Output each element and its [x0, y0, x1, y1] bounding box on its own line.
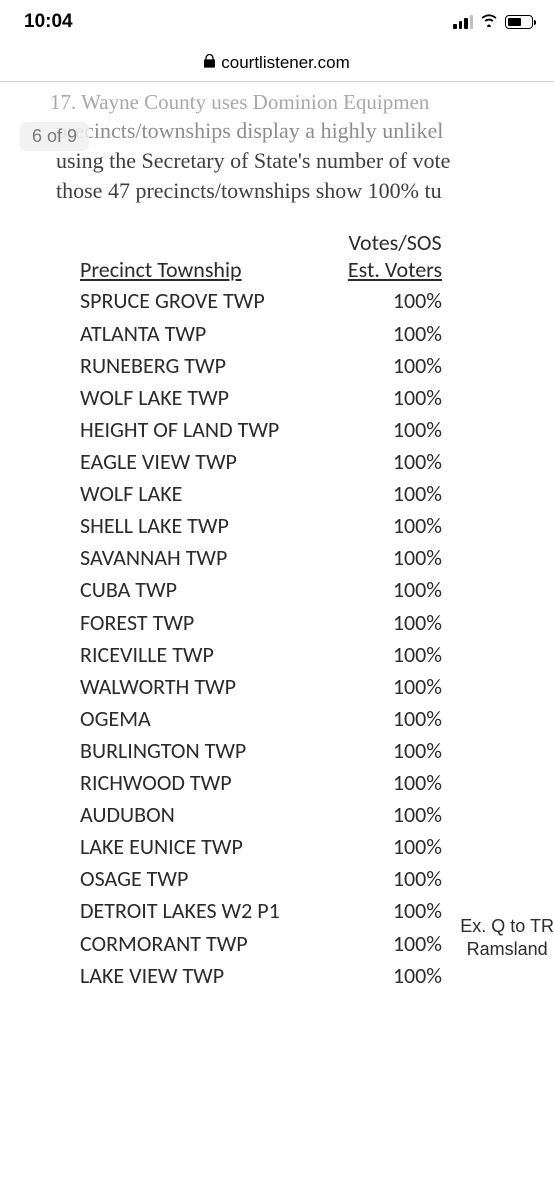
table-row: CUBA TWP100%: [80, 574, 534, 606]
precinct-pct: 100%: [340, 446, 450, 478]
document-footer: Ex. Q to TR Ramsland: [460, 915, 554, 962]
document-content[interactable]: 6 of 9 17. Wayne County uses Dominion Eq…: [0, 82, 554, 992]
precinct-name: DETROIT LAKES W2 P1: [80, 895, 340, 927]
cellular-signal-icon: [453, 15, 473, 29]
browser-url-bar[interactable]: courtlistener.com: [0, 44, 554, 82]
precinct-name: WOLF LAKE TWP: [80, 382, 340, 414]
lock-icon: [204, 54, 215, 71]
precinct-name: RICEVILLE TWP: [80, 639, 340, 671]
table-header-precinct: Precinct Township: [80, 256, 340, 283]
precinct-pct: 100%: [340, 285, 450, 317]
precinct-pct: 100%: [340, 928, 450, 960]
wifi-icon: [479, 12, 499, 32]
table-row: RICEVILLE TWP100%: [80, 639, 534, 671]
url-domain: courtlistener.com: [221, 53, 350, 73]
precinct-pct: 100%: [340, 735, 450, 767]
precinct-pct: 100%: [340, 574, 450, 606]
precinct-pct: 100%: [340, 831, 450, 863]
doc-paragraph-line: those 47 precincts/townships show 100% t…: [0, 176, 554, 206]
precinct-pct: 100%: [340, 382, 450, 414]
precinct-name: CORMORANT TWP: [80, 928, 340, 960]
precinct-name: LAKE EUNICE TWP: [80, 831, 340, 863]
doc-paragraph-line: 17. Wayne County uses Dominion Equipmen: [0, 88, 554, 116]
precinct-name: OSAGE TWP: [80, 863, 340, 895]
precinct-name: RUNEBERG TWP: [80, 350, 340, 382]
precinct-name: SHELL LAKE TWP: [80, 510, 340, 542]
table-row: OSAGE TWP100%: [80, 863, 534, 895]
precinct-name: OGEMA: [80, 703, 340, 735]
table-header-votes-top: Votes/SOS: [340, 229, 450, 256]
precinct-pct: 100%: [340, 350, 450, 382]
precinct-name: ATLANTA TWP: [80, 318, 340, 350]
table-row: EAGLE VIEW TWP100%: [80, 446, 534, 478]
table-row: SHELL LAKE TWP100%: [80, 510, 534, 542]
table-row: RUNEBERG TWP100%: [80, 350, 534, 382]
precinct-name: SPRUCE GROVE TWP: [80, 285, 340, 317]
precinct-name: AUDUBON: [80, 799, 340, 831]
precinct-name: LAKE VIEW TWP: [80, 960, 340, 992]
precinct-pct: 100%: [340, 510, 450, 542]
precinct-name: FOREST TWP: [80, 607, 340, 639]
precinct-pct: 100%: [340, 863, 450, 895]
page-indicator: 6 of 9: [20, 122, 89, 151]
precinct-name: BURLINGTON TWP: [80, 735, 340, 767]
table-row: BURLINGTON TWP100%: [80, 735, 534, 767]
table-row: HEIGHT OF LAND TWP100%: [80, 414, 534, 446]
table-header-est-voters: Est. Voters: [340, 256, 450, 283]
table-row: WOLF LAKE100%: [80, 478, 534, 510]
footer-line: Ramsland: [460, 938, 554, 961]
precinct-name: EAGLE VIEW TWP: [80, 446, 340, 478]
footer-line: Ex. Q to TR: [460, 915, 554, 938]
status-time: 10:04: [24, 11, 73, 33]
precinct-name: WOLF LAKE: [80, 478, 340, 510]
table-row: SPRUCE GROVE TWP100%: [80, 285, 534, 317]
table-row: RICHWOOD TWP100%: [80, 767, 534, 799]
table-row: LAKE EUNICE TWP100%: [80, 831, 534, 863]
precinct-name: SAVANNAH TWP: [80, 542, 340, 574]
status-icons: [453, 12, 536, 32]
battery-icon: [505, 15, 536, 29]
precinct-pct: 100%: [340, 767, 450, 799]
table-row: FOREST TWP100%: [80, 607, 534, 639]
table-row: OGEMA100%: [80, 703, 534, 735]
status-bar: 10:04: [0, 0, 554, 44]
table-header-row: Precinct Township Est. Voters: [80, 256, 534, 283]
precinct-name: HEIGHT OF LAND TWP: [80, 414, 340, 446]
precinct-pct: 100%: [340, 799, 450, 831]
precinct-pct: 100%: [340, 703, 450, 735]
precinct-name: WALWORTH TWP: [80, 671, 340, 703]
precinct-pct: 100%: [340, 639, 450, 671]
precinct-pct: 100%: [340, 671, 450, 703]
precinct-table: Votes/SOS Precinct Township Est. Voters …: [0, 229, 554, 991]
table-row: WALWORTH TWP100%: [80, 671, 534, 703]
precinct-pct: 100%: [340, 478, 450, 510]
precinct-pct: 100%: [340, 895, 450, 927]
precinct-pct: 100%: [340, 318, 450, 350]
precinct-name: RICHWOOD TWP: [80, 767, 340, 799]
precinct-pct: 100%: [340, 607, 450, 639]
precinct-pct: 100%: [340, 414, 450, 446]
precinct-pct: 100%: [340, 542, 450, 574]
precinct-name: CUBA TWP: [80, 574, 340, 606]
table-row: WOLF LAKE TWP100%: [80, 382, 534, 414]
table-row: LAKE VIEW TWP100%: [80, 960, 534, 992]
table-row: AUDUBON100%: [80, 799, 534, 831]
precinct-pct: 100%: [340, 960, 450, 992]
table-row: ATLANTA TWP100%: [80, 318, 534, 350]
table-row: SAVANNAH TWP100%: [80, 542, 534, 574]
